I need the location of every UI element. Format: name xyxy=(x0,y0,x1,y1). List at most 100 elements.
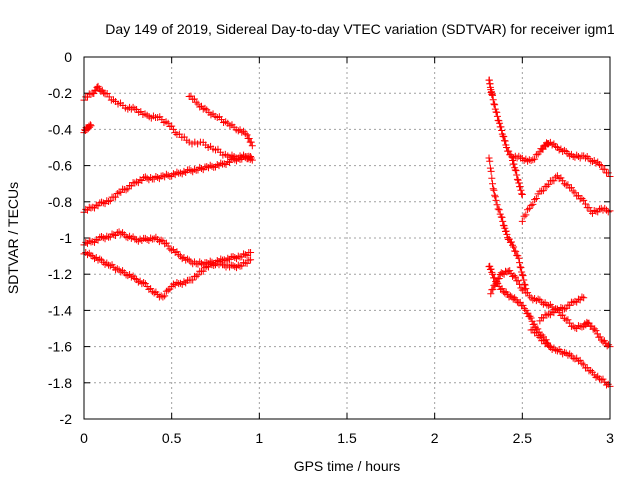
data-point xyxy=(217,159,225,167)
data-point xyxy=(602,381,610,389)
data-point xyxy=(518,190,526,198)
data-point xyxy=(240,250,248,258)
data-point xyxy=(601,378,609,386)
data-point xyxy=(519,301,527,309)
data-point xyxy=(491,191,499,199)
data-point xyxy=(197,259,205,267)
data-point xyxy=(573,354,581,362)
data-point xyxy=(147,234,155,242)
data-point xyxy=(129,103,137,111)
data-point xyxy=(578,359,586,367)
data-point xyxy=(485,154,493,162)
data-point xyxy=(161,240,169,248)
data-point xyxy=(500,133,508,141)
data-point xyxy=(529,200,537,208)
data-point xyxy=(512,167,520,175)
data-point xyxy=(248,142,256,150)
data-point xyxy=(604,169,612,177)
data-point xyxy=(113,265,121,273)
data-point xyxy=(574,192,582,200)
data-point xyxy=(105,197,113,205)
data-point xyxy=(143,283,151,291)
data-point xyxy=(493,112,501,120)
data-point xyxy=(560,180,568,188)
data-point xyxy=(171,129,179,137)
data-point xyxy=(224,254,232,262)
data-point xyxy=(194,271,202,279)
series-arc-d xyxy=(80,152,255,216)
data-point xyxy=(580,361,588,369)
data-point xyxy=(596,333,604,341)
data-point xyxy=(571,355,579,363)
data-point xyxy=(100,89,108,97)
y-tick-label: 0 xyxy=(64,49,72,65)
data-point xyxy=(605,341,613,349)
data-point xyxy=(496,210,504,218)
data-point xyxy=(145,285,153,293)
data-point xyxy=(183,255,191,263)
data-point xyxy=(509,241,517,249)
data-point xyxy=(520,157,528,165)
data-point xyxy=(220,160,228,168)
data-point xyxy=(147,174,155,182)
data-point xyxy=(85,237,93,245)
data-point xyxy=(133,178,141,186)
data-point xyxy=(527,314,535,322)
data-point xyxy=(101,200,109,208)
data-point xyxy=(238,262,246,270)
data-point xyxy=(91,238,99,246)
data-point xyxy=(571,297,579,305)
data-point xyxy=(515,152,523,160)
data-point xyxy=(245,134,253,142)
data-point xyxy=(592,159,600,167)
series-arc-h xyxy=(510,138,614,180)
data-point xyxy=(173,168,181,176)
data-point xyxy=(122,186,130,194)
data-point xyxy=(532,328,540,336)
data-point xyxy=(552,306,560,314)
data-point xyxy=(559,177,567,185)
data-point xyxy=(520,305,528,313)
data-point xyxy=(490,100,498,108)
data-point xyxy=(201,104,209,112)
data-point xyxy=(520,276,528,284)
data-point xyxy=(516,263,524,271)
data-point xyxy=(171,248,179,256)
data-point xyxy=(515,254,523,262)
data-point xyxy=(581,200,589,208)
data-point xyxy=(247,256,255,264)
data-point xyxy=(492,196,500,204)
data-point xyxy=(566,152,574,160)
data-point xyxy=(594,208,602,216)
chart-title: Day 149 of 2019, Sidereal Day-to-day VTE… xyxy=(105,21,615,37)
data-point xyxy=(185,256,193,264)
data-point xyxy=(599,375,607,383)
y-tick-label: -0.6 xyxy=(48,158,72,174)
data-point xyxy=(166,245,174,253)
data-point xyxy=(511,273,519,281)
data-point xyxy=(489,185,497,193)
data-point xyxy=(527,201,535,209)
data-point xyxy=(499,217,507,225)
data-point xyxy=(108,230,116,238)
data-point xyxy=(534,325,542,333)
data-point xyxy=(557,174,565,182)
x-axis-label: GPS time / hours xyxy=(294,458,401,474)
data-point xyxy=(532,195,540,203)
data-point xyxy=(187,92,195,100)
y-axis-label: SDTVAR / TECUs xyxy=(5,182,21,294)
data-point xyxy=(155,238,163,246)
data-point xyxy=(241,130,249,138)
data-point xyxy=(601,165,609,173)
data-point xyxy=(491,101,499,109)
data-point xyxy=(112,231,120,239)
data-point xyxy=(157,236,165,244)
data-point xyxy=(234,154,242,162)
data-point xyxy=(521,281,529,289)
series-arc-n xyxy=(536,305,614,351)
data-point xyxy=(169,246,177,254)
data-point xyxy=(196,103,204,111)
y-tick-label: -1.4 xyxy=(48,302,72,318)
data-point xyxy=(560,146,568,154)
